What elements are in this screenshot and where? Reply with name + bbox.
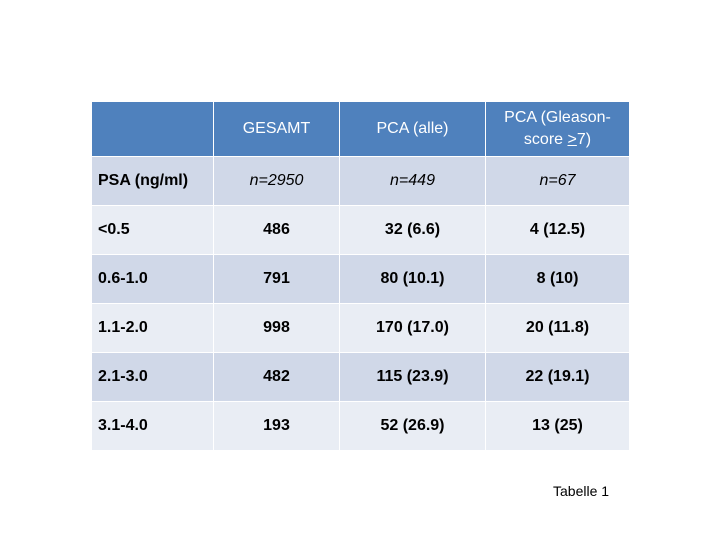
header-pca-gleason-symbol: > bbox=[567, 131, 577, 148]
header-pca-gleason-line2-prefix: score bbox=[523, 131, 568, 148]
cell-pca-gleason: 22 (19.1) bbox=[485, 352, 630, 402]
row-label: 3.1-4.0 bbox=[91, 401, 214, 451]
cell-gesamt: 486 bbox=[213, 205, 340, 255]
cell-pca-alle: 32 (6.6) bbox=[339, 205, 486, 255]
cell-gesamt: 482 bbox=[213, 352, 340, 402]
cell-pca-alle: 52 (26.9) bbox=[339, 401, 486, 451]
table-row: 2.1-3.0 482 115 (23.9) 22 (19.1) bbox=[91, 352, 630, 402]
header-pca-gleason-line2-suffix: 7) bbox=[576, 131, 592, 148]
cell-pca-alle: n=449 bbox=[339, 156, 486, 206]
table-row: <0.5 486 32 (6.6) 4 (12.5) bbox=[91, 205, 630, 255]
cell-gesamt: 193 bbox=[213, 401, 340, 451]
cell-gesamt: 998 bbox=[213, 303, 340, 353]
table-row-n: PSA (ng/ml) n=2950 n=449 n=67 bbox=[91, 156, 630, 206]
header-pca-gleason-line1: PCA (Gleason- bbox=[504, 109, 611, 126]
table-row: 1.1-2.0 998 170 (17.0) 20 (11.8) bbox=[91, 303, 630, 353]
cell-pca-alle: 170 (17.0) bbox=[339, 303, 486, 353]
cell-gesamt: n=2950 bbox=[213, 156, 340, 206]
cell-pca-gleason: 20 (11.8) bbox=[485, 303, 630, 353]
table-caption: Tabelle 1 bbox=[553, 483, 610, 499]
psa-table: GESAMT PCA (alle) PCA (Gleason- score >7… bbox=[91, 101, 630, 451]
header-pca-alle: PCA (alle) bbox=[339, 101, 486, 157]
cell-pca-gleason: 13 (25) bbox=[485, 401, 630, 451]
row-label: 0.6-1.0 bbox=[91, 254, 214, 304]
table-header-row: GESAMT PCA (alle) PCA (Gleason- score >7… bbox=[91, 101, 630, 157]
row-label: 1.1-2.0 bbox=[91, 303, 214, 353]
cell-pca-gleason: 4 (12.5) bbox=[485, 205, 630, 255]
row-label: <0.5 bbox=[91, 205, 214, 255]
row-label: 2.1-3.0 bbox=[91, 352, 214, 402]
cell-pca-alle: 80 (10.1) bbox=[339, 254, 486, 304]
cell-gesamt: 791 bbox=[213, 254, 340, 304]
header-gesamt: GESAMT bbox=[213, 101, 340, 157]
header-cell-empty bbox=[91, 101, 214, 157]
row-label: PSA (ng/ml) bbox=[91, 156, 214, 206]
table-row: 3.1-4.0 193 52 (26.9) 13 (25) bbox=[91, 401, 630, 451]
cell-pca-gleason: n=67 bbox=[485, 156, 630, 206]
table-row: 0.6-1.0 791 80 (10.1) 8 (10) bbox=[91, 254, 630, 304]
cell-pca-gleason: 8 (10) bbox=[485, 254, 630, 304]
cell-pca-alle: 115 (23.9) bbox=[339, 352, 486, 402]
header-pca-gleason: PCA (Gleason- score >7) bbox=[485, 101, 630, 157]
